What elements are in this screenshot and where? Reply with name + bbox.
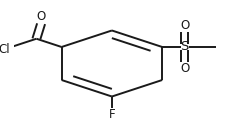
Text: O: O bbox=[36, 10, 46, 23]
Text: S: S bbox=[180, 41, 189, 53]
Text: O: O bbox=[180, 62, 189, 75]
Text: F: F bbox=[109, 108, 115, 121]
Text: O: O bbox=[180, 19, 189, 32]
Text: Cl: Cl bbox=[0, 43, 10, 56]
